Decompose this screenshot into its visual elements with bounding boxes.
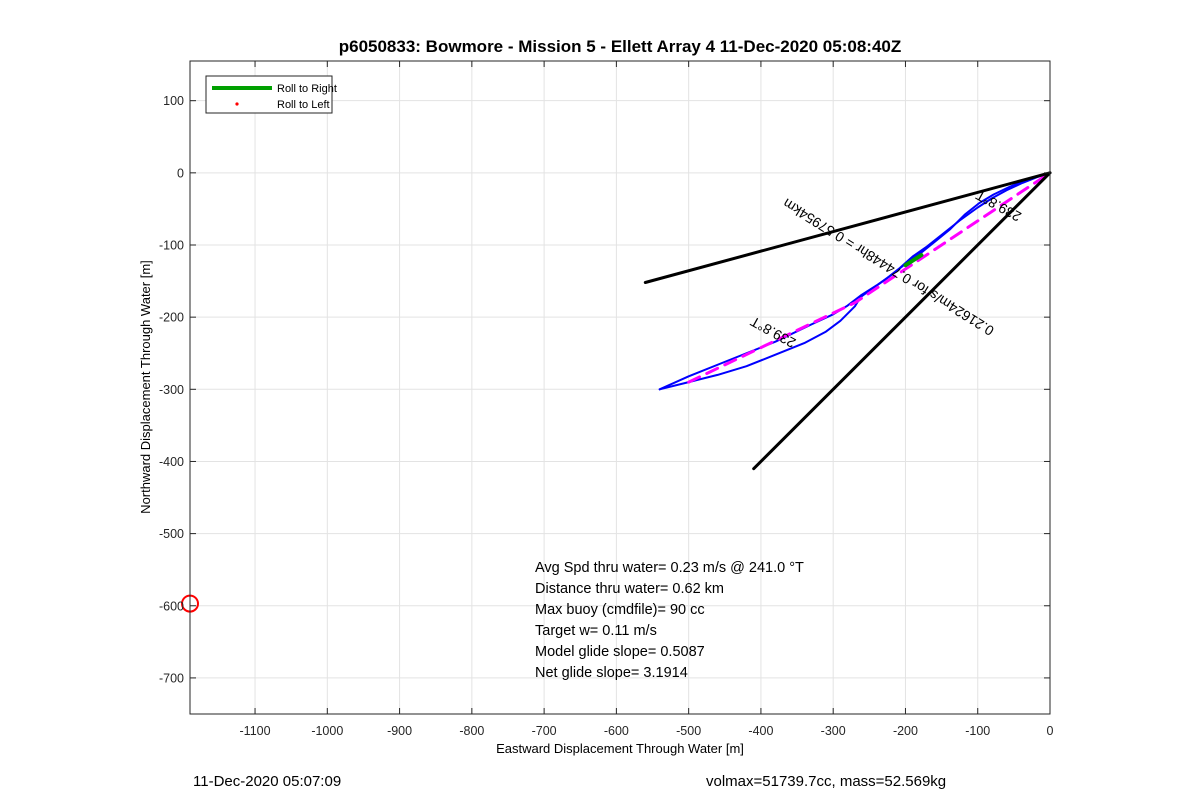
y-tick-label: -300 xyxy=(159,383,184,397)
legend-box xyxy=(205,75,333,114)
x-tick-label: -800 xyxy=(459,724,484,738)
footer-start-time: 11-Dec-2020 05:07:09 xyxy=(193,773,342,790)
legend-label-roll-left: Roll to Left xyxy=(277,99,330,111)
series-dive-segment xyxy=(687,171,1052,384)
y-tick-label: -400 xyxy=(159,455,184,469)
chart-title: p6050833: Bowmore - Mission 5 - Ellett A… xyxy=(339,37,902,56)
info-distance: Distance thru water= 0.62 km xyxy=(535,581,724,597)
y-tick-label: -500 xyxy=(159,527,184,541)
x-tick-label: -1000 xyxy=(311,724,343,738)
x-tick-label: -600 xyxy=(604,724,629,738)
info-target-w: Target w= 0.11 m/s xyxy=(535,623,657,639)
tick-layer: -1100 -1000 -900 -800 -700 -600 -500 -400 -300 -2… xyxy=(159,61,1054,738)
x-tick-label: -1100 xyxy=(240,724,271,738)
series-heading-line-right xyxy=(752,171,1052,471)
y-axis-label: Northward Displacement Through Water [m] xyxy=(138,260,153,514)
series-heading-line-left xyxy=(643,171,1052,284)
info-net-glide-slope: Net glide slope= 3.1914 xyxy=(535,665,688,681)
x-tick-label: 0 xyxy=(1047,724,1054,738)
y-tick-label: 100 xyxy=(163,94,184,108)
x-tick-label: -100 xyxy=(965,724,990,738)
y-tick-label: -200 xyxy=(159,311,184,325)
info-text-block: Avg Spd thru water= 0.23 m/s @ 241.0 °T … xyxy=(535,560,804,681)
x-tick-label: -200 xyxy=(893,724,918,738)
y-tick-label: 0 xyxy=(177,166,184,180)
info-max-buoy: Max buoy (cmdfile)= 90 cc xyxy=(535,602,705,618)
y-tick-label: -100 xyxy=(159,238,184,252)
plot-area xyxy=(190,61,1050,714)
legend-label-roll-right: Roll to Right xyxy=(277,83,337,95)
series-roll-right-segment xyxy=(903,253,924,268)
legend-dot-roll-left xyxy=(235,102,239,106)
plot-frame xyxy=(189,60,1051,715)
footer-vehicle-params: volmax=51739.7cc, mass=52.569kg xyxy=(706,773,947,790)
x-tick-label: -700 xyxy=(532,724,557,738)
x-tick-label: -900 xyxy=(387,724,412,738)
x-axis-label: Eastward Displacement Through Water [m] xyxy=(496,741,744,756)
x-tick-label: -300 xyxy=(821,724,846,738)
y-tick-label: -600 xyxy=(159,599,184,613)
legend: Roll to Right Roll to Left xyxy=(205,75,337,114)
y-tick-label: -700 xyxy=(159,671,184,685)
series-layer xyxy=(181,171,1052,613)
x-tick-label: -400 xyxy=(748,724,773,738)
x-tick-label: -500 xyxy=(676,724,701,738)
info-model-glide-slope: Model glide slope= 0.5087 xyxy=(535,644,705,660)
info-avg-speed: Avg Spd thru water= 0.23 m/s @ 241.0 °T xyxy=(535,560,804,576)
